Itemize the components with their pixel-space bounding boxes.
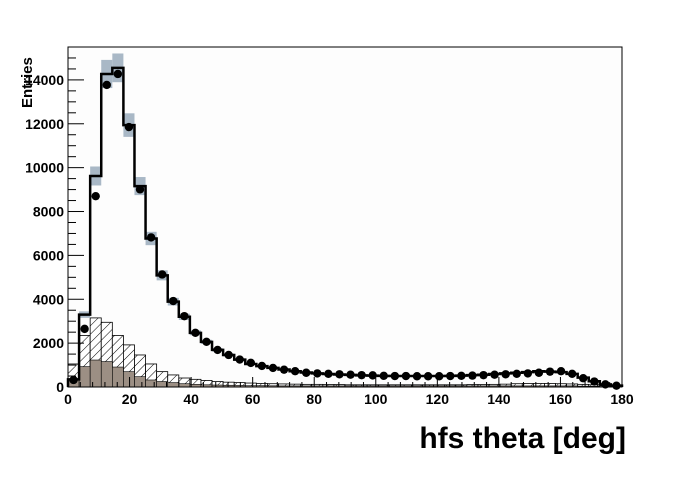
data-point [612, 381, 620, 389]
data-point [535, 369, 543, 377]
data-point [191, 329, 199, 337]
x-tick-label: 60 [245, 391, 261, 407]
x-tick-label: 160 [549, 391, 573, 407]
data-point [103, 81, 111, 89]
x-tick-label: 100 [364, 391, 388, 407]
data-point [224, 351, 232, 359]
filled-background-bar [123, 372, 134, 387]
data-point [357, 371, 365, 379]
data-point [158, 270, 166, 278]
x-tick-label: 120 [426, 391, 450, 407]
filled-background-bar [101, 362, 112, 387]
data-point [147, 233, 155, 241]
data-point [424, 372, 432, 380]
data-point [80, 325, 88, 333]
data-point [413, 372, 421, 380]
data-point [280, 365, 288, 373]
y-tick-label: 6000 [33, 247, 64, 263]
data-point [446, 372, 454, 380]
data-point [457, 372, 465, 380]
data-point [579, 374, 587, 382]
data-point [324, 370, 332, 378]
y-tick-label: 2000 [33, 335, 64, 351]
y-tick-label: 10000 [25, 160, 64, 176]
data-point [501, 370, 509, 378]
x-tick-label: 80 [306, 391, 322, 407]
y-tick-label: 8000 [33, 204, 64, 220]
data-point [490, 371, 498, 379]
y-tick-label: 0 [56, 379, 64, 395]
filled-background-bar [134, 377, 145, 387]
data-point [380, 372, 388, 380]
data-point [69, 376, 77, 384]
data-point [202, 338, 210, 346]
data-point [313, 369, 321, 377]
filled-background-bar [90, 360, 101, 387]
filled-background-bar [168, 383, 179, 387]
filled-background-bar [112, 367, 123, 387]
data-point [269, 364, 277, 372]
x-axis-label: hfs theta [deg] [419, 422, 626, 455]
data-point [346, 371, 354, 379]
data-point [92, 192, 100, 200]
x-tick-label: 140 [487, 391, 511, 407]
data-point [114, 70, 122, 78]
filled-background-bar [146, 380, 157, 387]
x-tick-label: 0 [64, 391, 72, 407]
data-point [435, 372, 443, 380]
data-point [125, 123, 133, 131]
data-point [468, 371, 476, 379]
data-point [213, 346, 221, 354]
data-point [335, 370, 343, 378]
y-tick-label: 4000 [33, 291, 64, 307]
data-point [169, 297, 177, 305]
data-point [258, 362, 266, 370]
data-point [402, 372, 410, 380]
y-tick-label: 12000 [25, 116, 64, 132]
x-tick-label: 20 [122, 391, 138, 407]
data-point [302, 369, 310, 377]
data-point [180, 312, 188, 320]
data-point [236, 355, 244, 363]
x-tick-label: 40 [183, 391, 199, 407]
data-point [557, 367, 565, 375]
data-point [247, 359, 255, 367]
data-point [524, 369, 532, 377]
data-point [546, 367, 554, 375]
x-tick-label: 180 [610, 391, 634, 407]
data-point [479, 371, 487, 379]
data-point [568, 370, 576, 378]
data-point [136, 185, 144, 193]
data-point [291, 367, 299, 375]
data-point [391, 372, 399, 380]
y-axis-label: Entries [19, 57, 36, 108]
data-point [513, 370, 521, 378]
plot-area [68, 47, 622, 387]
